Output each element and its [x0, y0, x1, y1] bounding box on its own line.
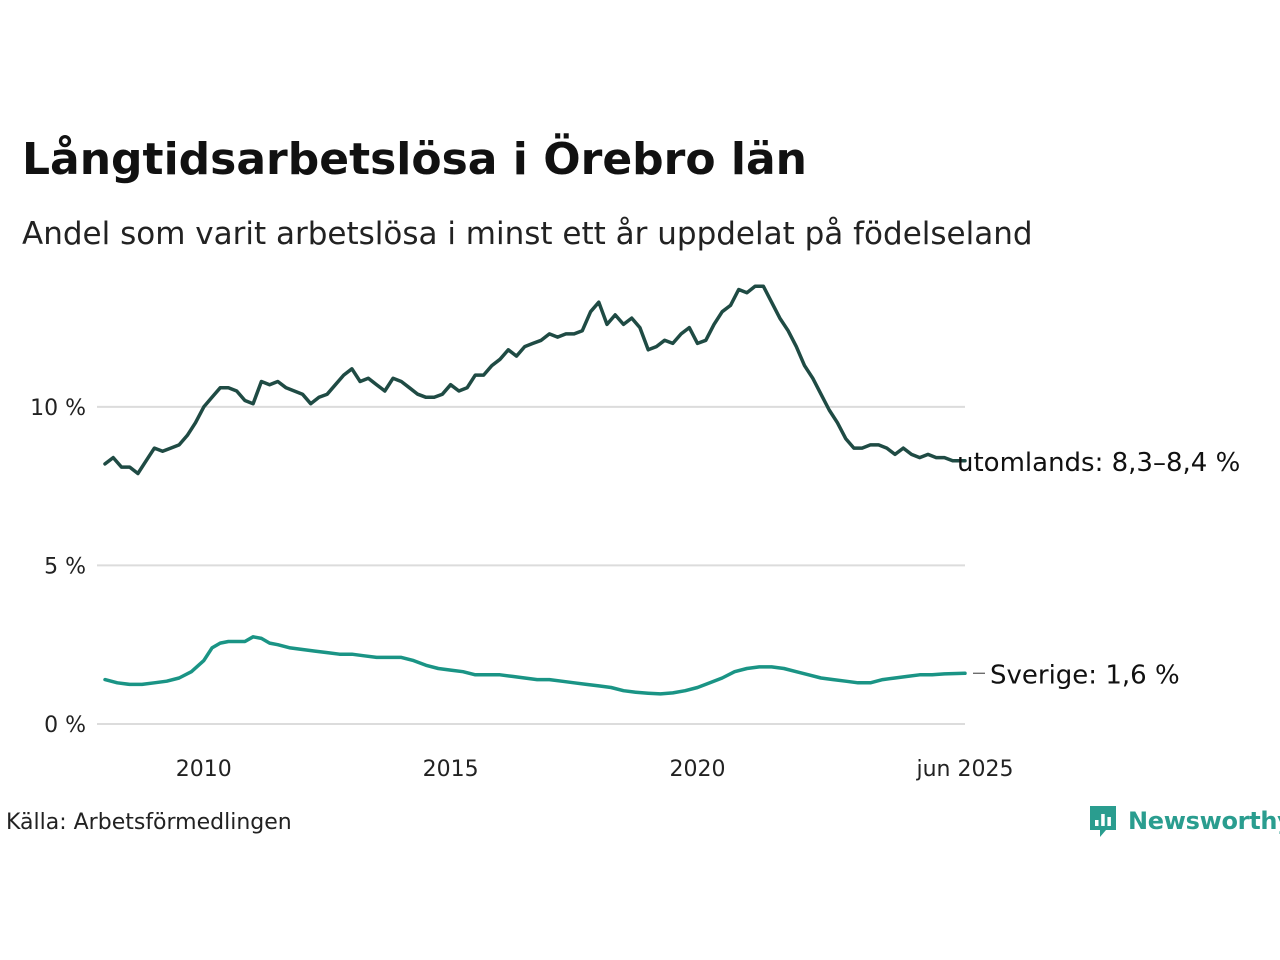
- series-line-utomlands: [103, 284, 967, 476]
- x-tick-label: 2010: [176, 757, 232, 782]
- gridlines: [97, 405, 965, 725]
- y-tick-label: 5 %: [44, 554, 86, 579]
- x-axis: 2010 2015 2020 jun 2025: [176, 757, 1014, 782]
- series-end-label: utomlands: 8,3–8,4 %: [957, 448, 1240, 478]
- series-end-label: Sverige: 1,6 %: [990, 660, 1180, 690]
- series-line-sverige: [103, 635, 967, 696]
- chart-title: Långtidsarbetslösa i Örebro län: [22, 134, 807, 185]
- brand-logo[interactable]: Newsworthy: [1088, 804, 1280, 838]
- series-lines: [103, 284, 967, 696]
- y-tick-label: 0 %: [44, 713, 86, 738]
- newsworthy-logo-icon: [1090, 806, 1116, 837]
- y-tick-label: 10 %: [30, 396, 86, 421]
- x-tick-label: jun 2025: [916, 757, 1014, 782]
- series-end-labels: utomlands: 8,3–8,4 % Sverige: 1,6 %: [957, 448, 1240, 690]
- x-tick-label: 2020: [670, 757, 726, 782]
- chart-subtitle: Andel som varit arbetslösa i minst ett å…: [22, 216, 1033, 252]
- y-axis: 0 % 5 % 10 %: [30, 396, 86, 738]
- x-tick-label: 2015: [423, 757, 479, 782]
- source-note: Källa: Arbetsförmedlingen: [6, 810, 292, 835]
- brand-name: Newsworthy: [1128, 807, 1280, 835]
